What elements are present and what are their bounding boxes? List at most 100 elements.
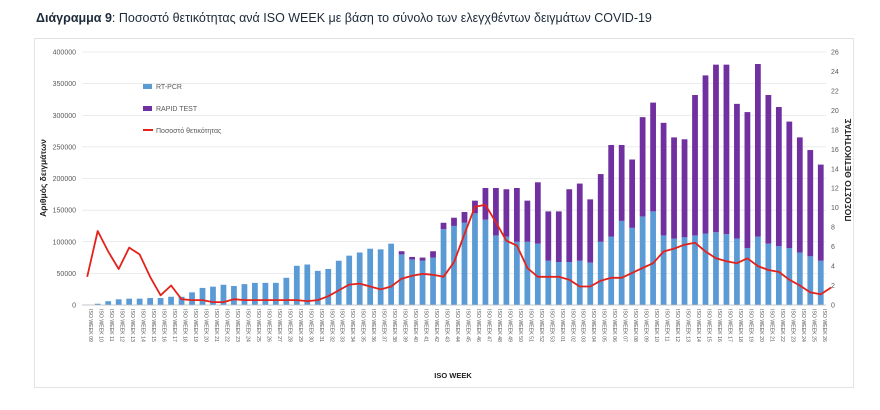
bar-rapid	[660, 122, 667, 236]
bar-rtpcr	[566, 261, 573, 305]
x-tick-label: ISO WEEK 08	[632, 309, 638, 342]
y2-tick-label: 2	[831, 283, 835, 290]
x-tick-label: ISO WEEK 10	[653, 309, 659, 342]
bar-rapid	[503, 189, 510, 237]
bar-rtpcr	[409, 259, 415, 305]
x-axis-label: ISO WEEK	[434, 371, 472, 380]
legend-swatch-rapid	[143, 106, 152, 111]
positivity-line	[86, 203, 832, 304]
bar-rtpcr	[430, 257, 436, 305]
bar-rtpcr	[252, 282, 258, 305]
x-tick-label: ISO WEEK 25	[255, 309, 261, 342]
x-tick-label: ISO WEEK 48	[496, 309, 502, 342]
x-tick-label: ISO WEEK 31	[318, 309, 324, 342]
x-tick-label: ISO WEEK 26	[265, 309, 271, 342]
y-tick-label: 350000	[53, 81, 76, 88]
bar-rapid	[597, 174, 604, 242]
bar-rtpcr	[136, 298, 143, 305]
chart-title: Διάγραμμα 9: Ποσοστό θετικότητας ανά ISO…	[36, 11, 652, 25]
x-tick-label: ISO WEEK 29	[297, 309, 303, 342]
x-tick-label: ISO WEEK 13	[685, 309, 691, 342]
y2-tick-label: 18	[831, 127, 839, 134]
bar-rapid	[534, 182, 541, 244]
x-tick-label: ISO WEEK 37	[381, 309, 387, 342]
bar-rtpcr	[692, 235, 698, 305]
bar-rapid	[566, 189, 573, 262]
bar-rtpcr	[524, 241, 531, 305]
bar-rapid	[524, 200, 531, 242]
x-tick-label: ISO WEEK 18	[737, 309, 743, 342]
bar-rapid	[545, 211, 552, 261]
x-tick-label: ISO WEEK 40	[412, 309, 418, 342]
bar-rtpcr	[597, 241, 604, 305]
y-tick-label: 200000	[53, 176, 76, 183]
y2-tick-label: 16	[831, 147, 839, 154]
x-tick-label: ISO WEEK 21	[768, 309, 774, 342]
y-tick-label: 300000	[53, 113, 76, 120]
x-tick-label: ISO WEEK 20	[758, 309, 764, 342]
x-tick-label: ISO WEEK 23	[234, 309, 240, 342]
x-tick-label: ISO WEEK 39	[402, 309, 408, 342]
bar-rtpcr	[513, 241, 520, 305]
bar-rapid	[639, 117, 646, 217]
legend: RT-PCR RAPID TEST Ποσοστό θετικότητας	[143, 84, 222, 135]
x-tick-label: ISO WEEK 15	[705, 309, 711, 342]
bar-rapid	[734, 103, 740, 239]
x-tick-label: ISO WEEK 33	[339, 309, 345, 342]
x-tick-label: ISO WEEK 26	[821, 309, 827, 342]
x-tick-label: ISO WEEK 17	[171, 309, 177, 342]
x-tick-label: ISO WEEK 19	[192, 309, 198, 342]
x-tick-label: ISO WEEK 09	[87, 309, 93, 342]
x-tick-label: ISO WEEK 21	[213, 309, 219, 342]
bar-rtpcr	[126, 298, 133, 305]
x-tick-label: ISO WEEK 28	[286, 309, 292, 342]
x-tick-label: ISO WEEK 11	[664, 309, 670, 342]
x-tick-label: ISO WEEK 12	[119, 309, 125, 342]
x-tick-label: ISO WEEK 18	[182, 309, 188, 342]
y-tick-label: 400000	[53, 50, 76, 57]
legend-label-positivity: Ποσοστό θετικότητας	[156, 127, 222, 135]
bar-rtpcr	[325, 268, 332, 305]
y2-tick-label: 8	[831, 225, 835, 232]
x-tick-label: ISO WEEK 04	[590, 309, 596, 342]
bar-rapid	[576, 183, 583, 261]
x-tick-label: ISO WEEK 17	[726, 309, 732, 342]
chart-title-text: : Ποσοστό θετικότητας ανά ISO WEEK με βά…	[111, 11, 652, 25]
bar-rapid	[807, 150, 814, 257]
bar-rtpcr	[639, 216, 646, 305]
x-tick-label: ISO WEEK 50	[517, 309, 523, 342]
bar-rtpcr	[304, 264, 311, 305]
bar-rapid	[713, 64, 719, 233]
bar-rtpcr	[314, 270, 321, 305]
x-tick-label: ISO WEEK 36	[370, 309, 376, 342]
y-tick-label: 100000	[53, 239, 76, 246]
y-tick-label: 150000	[53, 208, 76, 215]
bar-rapid	[398, 251, 405, 255]
bar-rtpcr	[681, 237, 688, 305]
bar-rtpcr	[671, 238, 677, 305]
x-tick-label: ISO WEEK 15	[150, 309, 156, 342]
x-tick-label: ISO WEEK 51	[527, 309, 533, 342]
bar-rtpcr	[283, 277, 290, 305]
x-tick-label: ISO WEEK 02	[569, 309, 575, 342]
y2-tick-label: 4	[831, 264, 835, 271]
x-tick-label: ISO WEEK 16	[161, 309, 167, 342]
legend-label-rtpcr: RT-PCR	[156, 84, 182, 91]
y2-tick-label: 12	[831, 186, 839, 193]
bar-rtpcr	[178, 296, 185, 305]
x-tick-label: ISO WEEK 43	[444, 309, 450, 342]
x-tick-label: ISO WEEK 46	[475, 309, 481, 342]
bar-rapid	[681, 139, 688, 238]
bar-rtpcr	[629, 227, 636, 305]
bar-rtpcr	[608, 236, 615, 305]
y2-tick-label: 10	[831, 205, 839, 212]
bar-rtpcr	[115, 299, 122, 305]
bar-rapid	[765, 95, 772, 244]
x-tick-label: ISO WEEK 09	[643, 309, 649, 342]
bar-rtpcr	[199, 287, 206, 305]
bar-rtpcr	[189, 292, 195, 305]
positivity-line-path	[86, 203, 832, 304]
bar-rapid	[440, 222, 447, 230]
bar-rtpcr	[231, 286, 237, 305]
bar-rapid	[409, 256, 415, 260]
